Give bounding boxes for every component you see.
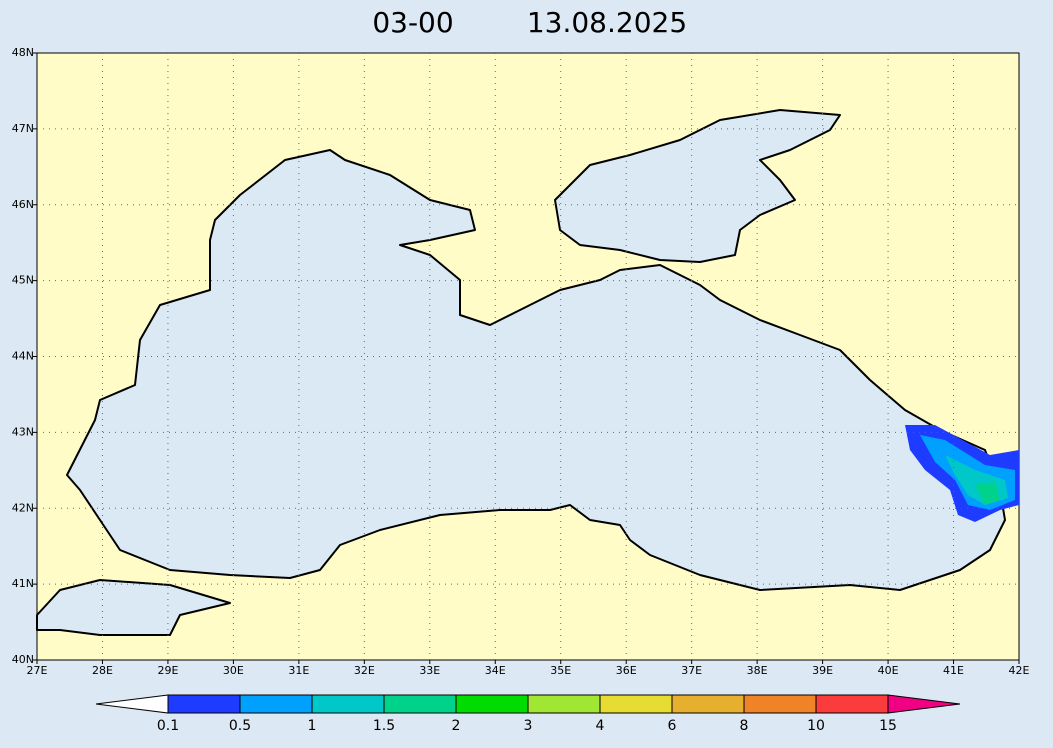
sea-of-marmara [36,579,231,636]
lon-label: 27E [27,664,48,677]
lon-label: 33E [419,664,440,677]
lat-label: 46N [12,198,34,211]
colorbar-label: 3 [524,718,533,734]
lat-label: 47N [12,122,34,135]
lon-label: 40E [878,664,899,677]
lon-label: 38E [747,664,768,677]
colorbar-label: 1.5 [373,718,395,734]
precipitation [905,425,1019,522]
sea-of-azov [554,109,841,263]
colorbar-segment [167,694,241,714]
lon-label: 32E [354,664,375,677]
colorbar-label: 0.5 [229,718,251,734]
black-sea [66,149,1006,591]
graticule: 27E 28E 29E 30E 31E 32E 33E 34E 35E 36E 37E 38E 39E 4… [12,46,1030,677]
colorbar-segment [455,694,529,714]
sea [36,109,1006,636]
lon-label: 31E [288,664,309,677]
colorbar-label: 1 [308,718,317,734]
colorbar-segment [671,694,745,714]
colorbar-label: 8 [740,718,749,734]
colorbar-high-end [887,694,961,714]
lon-label: 42E [1009,664,1030,677]
lat-label: 48N [12,46,34,59]
lat-label: 40N [12,653,34,666]
lon-label: 35E [550,664,571,677]
colorbar-segment [599,694,673,714]
colorbar-label: 6 [668,718,677,734]
colorbar-segment [743,694,817,714]
colorbar-label: 15 [879,718,897,734]
lon-label: 41E [943,664,964,677]
lat-label: 44N [12,350,34,363]
title-date: 13.08.2025 [527,6,687,39]
colorbar-segment [383,694,457,714]
colorbar-segment [815,694,889,714]
colorbar-label: 0.1 [157,718,179,734]
lon-label: 29E [157,664,178,677]
colorbar-segment [527,694,601,714]
title-time: 03-00 [372,6,453,39]
lat-label: 42N [12,501,34,514]
colorbar: 0.1 0.5 1 1.5 2 3 4 6 8 10 15 [95,694,961,734]
lon-label: 37E [681,664,702,677]
colorbar-label: 10 [807,718,825,734]
lat-label: 41N [12,577,34,590]
lat-label: 45N [12,274,34,287]
colorbar-label: 4 [596,718,605,734]
lon-label: 28E [92,664,113,677]
lat-label: 43N [12,425,34,438]
colorbar-low-end [95,694,169,714]
precip-band [975,482,1000,505]
lon-label: 36E [616,664,637,677]
colorbar-segment [239,694,313,714]
lon-label: 30E [223,664,244,677]
colorbar-label: 2 [452,718,461,734]
lon-label: 39E [812,664,833,677]
colorbar-segment [311,694,385,714]
lon-label: 34E [485,664,506,677]
